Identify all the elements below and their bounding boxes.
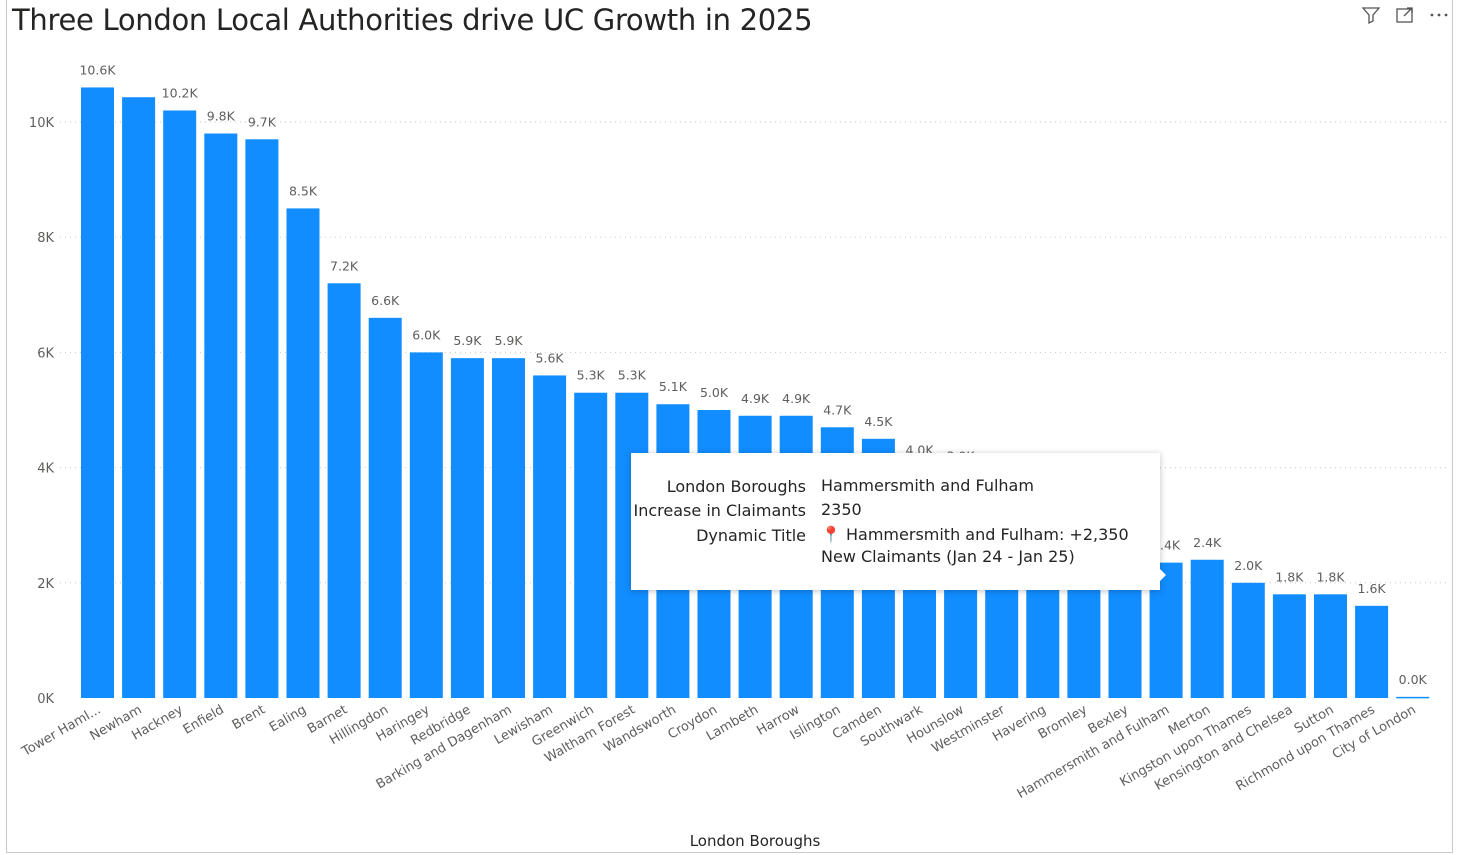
y-tick-label: 0K (37, 692, 54, 707)
data-label: 5.3K (577, 368, 606, 383)
data-label: 5.9K (494, 333, 523, 348)
data-label: 10.2K (162, 85, 199, 100)
tooltip-label: Dynamic Title (696, 526, 806, 545)
bar (368, 317, 402, 698)
data-label: 4.7K (823, 402, 852, 417)
data-label: 6.0K (412, 327, 441, 342)
bar (204, 133, 238, 698)
tooltip-value: 📍 Hammersmith and Fulham: +2,350 New Cla… (821, 525, 1129, 566)
data-label: 5.3K (618, 368, 647, 383)
data-label: 1.6K (1358, 581, 1387, 596)
data-label: 10.6K (79, 62, 116, 77)
visual-frame (6, 0, 1453, 853)
bar (122, 97, 156, 699)
tooltip-pointer (1157, 566, 1166, 584)
bar (574, 392, 608, 698)
data-label: 6.6K (371, 293, 400, 308)
data-label: 4.9K (782, 391, 811, 406)
bar (245, 139, 279, 698)
tooltip: London Boroughs Hammersmith and Fulham I… (631, 453, 1160, 590)
data-label: 7.2K (330, 258, 359, 273)
data-label: 4.5K (864, 414, 893, 429)
y-tick-label: 6K (37, 346, 54, 361)
visual-header-icons (1361, 5, 1449, 30)
bar (81, 87, 114, 698)
bar (1272, 594, 1306, 698)
data-label: 5.6K (536, 350, 565, 365)
data-label: 5.0K (700, 385, 729, 400)
bar (286, 208, 320, 698)
y-tick-label: 10K (29, 116, 55, 131)
tooltip-label: London Boroughs (666, 477, 806, 496)
y-tick-label: 8K (37, 231, 54, 246)
data-label: 8.5K (289, 183, 318, 198)
x-axis-title: London Boroughs (690, 832, 821, 850)
x-tick-label: Brent (230, 702, 268, 733)
bar (1190, 559, 1224, 698)
bar (533, 375, 567, 698)
chart-title: Three London Local Authorities drive UC … (12, 3, 813, 37)
data-label: 1.8K (1275, 569, 1304, 584)
tooltip-value: Hammersmith and Fulham (821, 476, 1034, 495)
data-label: 2.0K (1234, 558, 1263, 573)
tooltip-value: 2350 (821, 500, 862, 519)
bar (492, 358, 525, 698)
tooltip-label: Increase in Claimants (633, 501, 806, 520)
data-label: 9.7K (248, 114, 277, 129)
bar (409, 352, 443, 698)
bar (1231, 582, 1265, 698)
bar (1314, 594, 1347, 698)
data-label: 9.8K (207, 109, 236, 124)
filter-icon[interactable] (1361, 5, 1381, 30)
y-tick-label: 2K (37, 577, 54, 592)
y-tick-label: 4K (37, 462, 54, 477)
x-tick-label: Ealing (267, 702, 309, 735)
bar (327, 283, 361, 698)
data-label: 0.0K (1399, 672, 1428, 687)
data-label: 5.1K (659, 379, 688, 394)
more-options-icon[interactable] (1429, 5, 1449, 30)
data-label: 2.4K (1193, 535, 1222, 550)
bar (1396, 696, 1430, 699)
focus-mode-icon[interactable] (1395, 5, 1415, 30)
bar (163, 110, 197, 699)
data-label: 1.8K (1316, 569, 1345, 584)
data-label: 5.9K (453, 333, 482, 348)
data-label: 4.9K (741, 391, 770, 406)
bar (450, 358, 484, 698)
bar (1355, 605, 1389, 698)
x-tick-label: Enfield (181, 702, 227, 737)
